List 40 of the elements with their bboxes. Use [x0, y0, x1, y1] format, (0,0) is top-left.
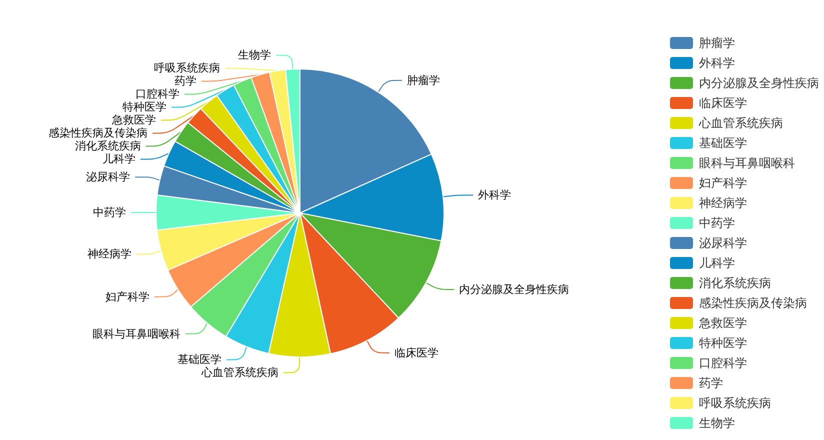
legend-label: 儿科学 [699, 256, 735, 270]
slice-label: 泌尿科学 [86, 170, 130, 184]
legend-label: 消化系统疾病 [699, 276, 771, 290]
slice-label: 肿瘤学 [406, 74, 440, 87]
slice-label: 中药学 [93, 206, 126, 220]
legend-label: 特种医学 [699, 336, 747, 350]
slice-label: 临床医学 [394, 346, 438, 360]
slice-label: 消化系统疾病 [74, 140, 141, 153]
legend-label: 急救医学 [698, 316, 747, 330]
legend-label: 神经病学 [699, 196, 747, 210]
slice-label: 儿科学 [102, 152, 136, 166]
slice-label: 呼吸系统疾病 [154, 62, 220, 75]
slice-label: 口腔科学 [136, 88, 180, 101]
legend-label: 妇产科学 [699, 176, 747, 190]
slice-label: 生物学 [238, 48, 272, 62]
slice-label: 感染性疾病及传染病 [48, 126, 148, 140]
legend-label: 口腔科学 [699, 356, 747, 370]
legend-label: 外科学 [699, 56, 735, 70]
slice-label: 妇产科学 [105, 290, 150, 304]
legend-label: 心血管系统疾病 [698, 116, 783, 130]
legend-label: 呼吸系统疾病 [699, 396, 771, 410]
legend-label: 感染性疾病及传染病 [699, 296, 807, 310]
slice-label: 外科学 [478, 188, 511, 202]
legend-label: 临床医学 [699, 96, 747, 110]
legend-label: 药学 [699, 376, 723, 390]
slice-label: 急救医学 [110, 114, 156, 127]
slice-label: 心血管系统疾病 [200, 366, 279, 380]
legend-label: 生物学 [699, 416, 735, 430]
slice-label: 基础医学 [177, 353, 222, 366]
slice-label: 神经病学 [87, 248, 132, 261]
legend-label: 内分泌腺及全身性疾病 [699, 76, 819, 90]
legend-label: 泌尿科学 [699, 236, 747, 250]
slice-label: 内分泌腺及全身性疾病 [459, 283, 570, 296]
legend-label: 中药学 [699, 216, 735, 230]
legend-label: 眼科与耳鼻咽喉科 [699, 156, 795, 170]
legend-label: 基础医学 [699, 136, 747, 150]
slice-label: 特种医学 [122, 100, 166, 114]
slice-label: 眼科与耳鼻咽喉科 [92, 327, 181, 340]
legend-label: 肿瘤学 [699, 36, 735, 50]
slice-label: 药学 [174, 74, 196, 88]
